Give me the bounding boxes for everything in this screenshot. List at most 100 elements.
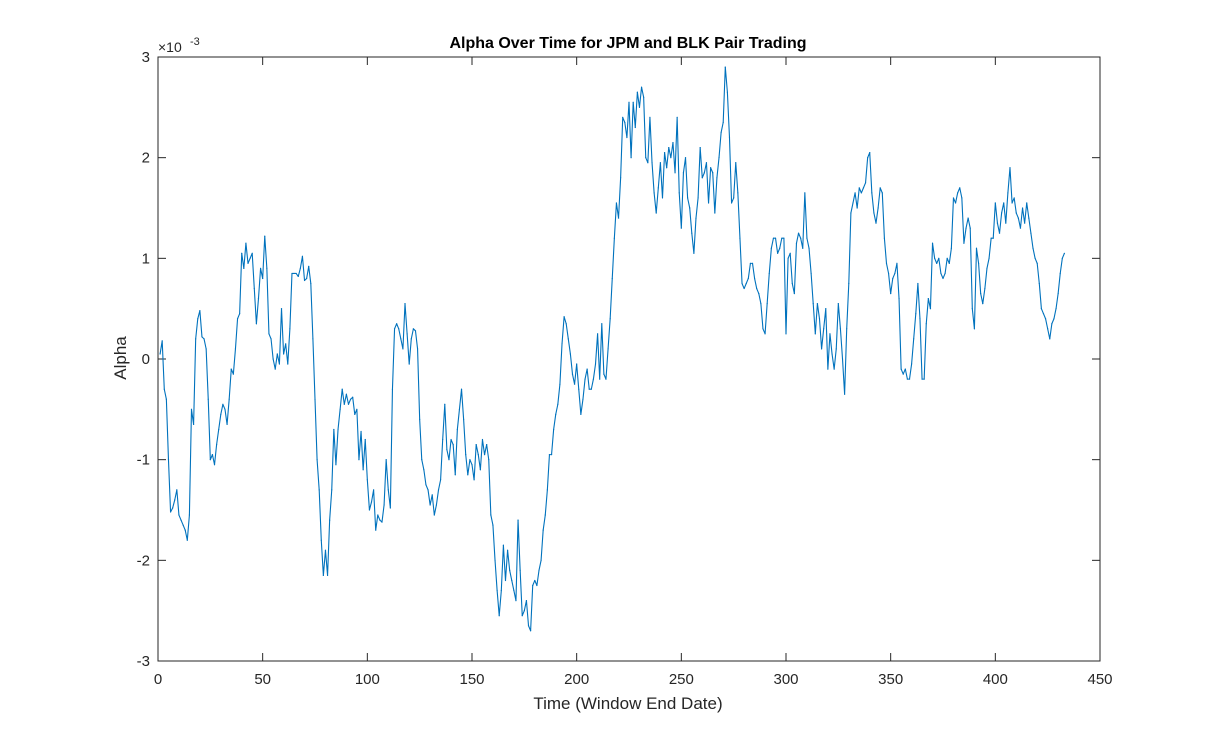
data-point bbox=[663, 152, 666, 154]
data-point bbox=[1063, 252, 1066, 254]
data-point bbox=[396, 323, 398, 325]
data-point bbox=[356, 408, 358, 410]
data-point bbox=[226, 423, 228, 426]
data-point bbox=[1015, 212, 1017, 214]
data-point bbox=[823, 328, 825, 330]
data-point bbox=[670, 157, 672, 159]
data-point bbox=[620, 177, 622, 179]
data-point bbox=[722, 121, 724, 124]
data-point bbox=[827, 368, 829, 370]
data-point bbox=[310, 282, 312, 285]
data-point bbox=[961, 197, 963, 199]
data-point bbox=[431, 494, 433, 496]
data-point bbox=[911, 363, 913, 365]
data-point bbox=[184, 529, 186, 531]
data-point bbox=[741, 282, 743, 285]
data-point bbox=[506, 549, 509, 551]
x-tick-label: 400 bbox=[983, 671, 1008, 688]
data-point bbox=[414, 330, 417, 332]
y-tick-label: -1 bbox=[137, 452, 150, 469]
data-point bbox=[287, 363, 289, 365]
data-point bbox=[682, 172, 685, 174]
data-point bbox=[793, 292, 795, 295]
data-point bbox=[942, 277, 944, 280]
data-point bbox=[1009, 167, 1011, 169]
data-point bbox=[902, 373, 904, 375]
data-point bbox=[626, 136, 628, 139]
data-point bbox=[232, 373, 234, 375]
data-point bbox=[622, 116, 624, 118]
data-point bbox=[1021, 207, 1024, 209]
y-tick-label: -3 bbox=[137, 653, 150, 670]
data-point bbox=[373, 489, 375, 491]
data-point bbox=[450, 438, 452, 441]
data-point bbox=[358, 459, 360, 461]
data-point bbox=[735, 162, 737, 164]
data-point bbox=[758, 292, 760, 295]
data-point bbox=[408, 363, 410, 365]
data-point bbox=[337, 428, 339, 431]
data-point bbox=[772, 237, 775, 239]
data-point bbox=[617, 217, 620, 219]
data-point bbox=[1055, 308, 1057, 310]
data-point bbox=[833, 368, 835, 370]
data-point bbox=[592, 378, 595, 380]
data-point bbox=[492, 524, 494, 526]
data-point bbox=[850, 212, 852, 214]
y-tick-label: 1 bbox=[142, 250, 150, 267]
data-point bbox=[871, 192, 873, 194]
data-point bbox=[724, 66, 726, 68]
data-point bbox=[680, 227, 682, 229]
data-point bbox=[906, 378, 909, 380]
data-point bbox=[201, 336, 203, 338]
data-point bbox=[636, 91, 638, 93]
data-point bbox=[638, 106, 641, 108]
data-point bbox=[873, 212, 875, 214]
data-point bbox=[270, 338, 272, 340]
data-point bbox=[1047, 328, 1049, 330]
data-point bbox=[448, 459, 450, 461]
data-point bbox=[1057, 292, 1059, 295]
data-point bbox=[998, 232, 1001, 234]
data-point bbox=[854, 192, 856, 194]
data-point bbox=[894, 272, 896, 275]
data-point bbox=[381, 521, 383, 523]
data-point bbox=[349, 398, 352, 400]
data-point bbox=[896, 262, 898, 264]
data-point bbox=[205, 348, 207, 350]
data-point bbox=[594, 363, 597, 365]
data-point bbox=[739, 237, 741, 239]
data-point bbox=[860, 192, 862, 194]
data-point bbox=[565, 323, 567, 325]
data-point bbox=[475, 443, 477, 446]
data-point bbox=[429, 504, 431, 506]
data-point bbox=[176, 489, 178, 491]
data-point bbox=[590, 388, 592, 390]
data-point bbox=[756, 287, 758, 290]
data-point bbox=[375, 529, 377, 531]
data-point bbox=[687, 197, 689, 199]
data-point bbox=[777, 252, 779, 254]
data-point bbox=[984, 287, 986, 290]
data-point bbox=[936, 262, 938, 264]
data-point bbox=[963, 242, 965, 244]
data-point bbox=[774, 237, 777, 239]
chart-title: Alpha Over Time for JPM and BLK Pair Tra… bbox=[449, 35, 806, 52]
data-point bbox=[630, 157, 632, 159]
x-axis-label: Time (Window End Date) bbox=[533, 694, 722, 713]
data-point bbox=[199, 310, 201, 312]
data-point bbox=[791, 282, 793, 285]
data-point bbox=[192, 423, 195, 426]
data-point bbox=[301, 255, 304, 257]
data-point bbox=[400, 338, 402, 340]
data-point bbox=[810, 272, 812, 275]
data-point bbox=[165, 398, 167, 400]
data-point bbox=[440, 479, 442, 481]
y-axis-label: Alpha bbox=[111, 336, 130, 380]
data-point bbox=[944, 272, 946, 275]
data-point bbox=[360, 430, 362, 433]
data-point bbox=[1042, 313, 1045, 315]
data-point bbox=[980, 292, 982, 295]
data-point bbox=[762, 328, 764, 330]
data-point bbox=[881, 192, 883, 194]
